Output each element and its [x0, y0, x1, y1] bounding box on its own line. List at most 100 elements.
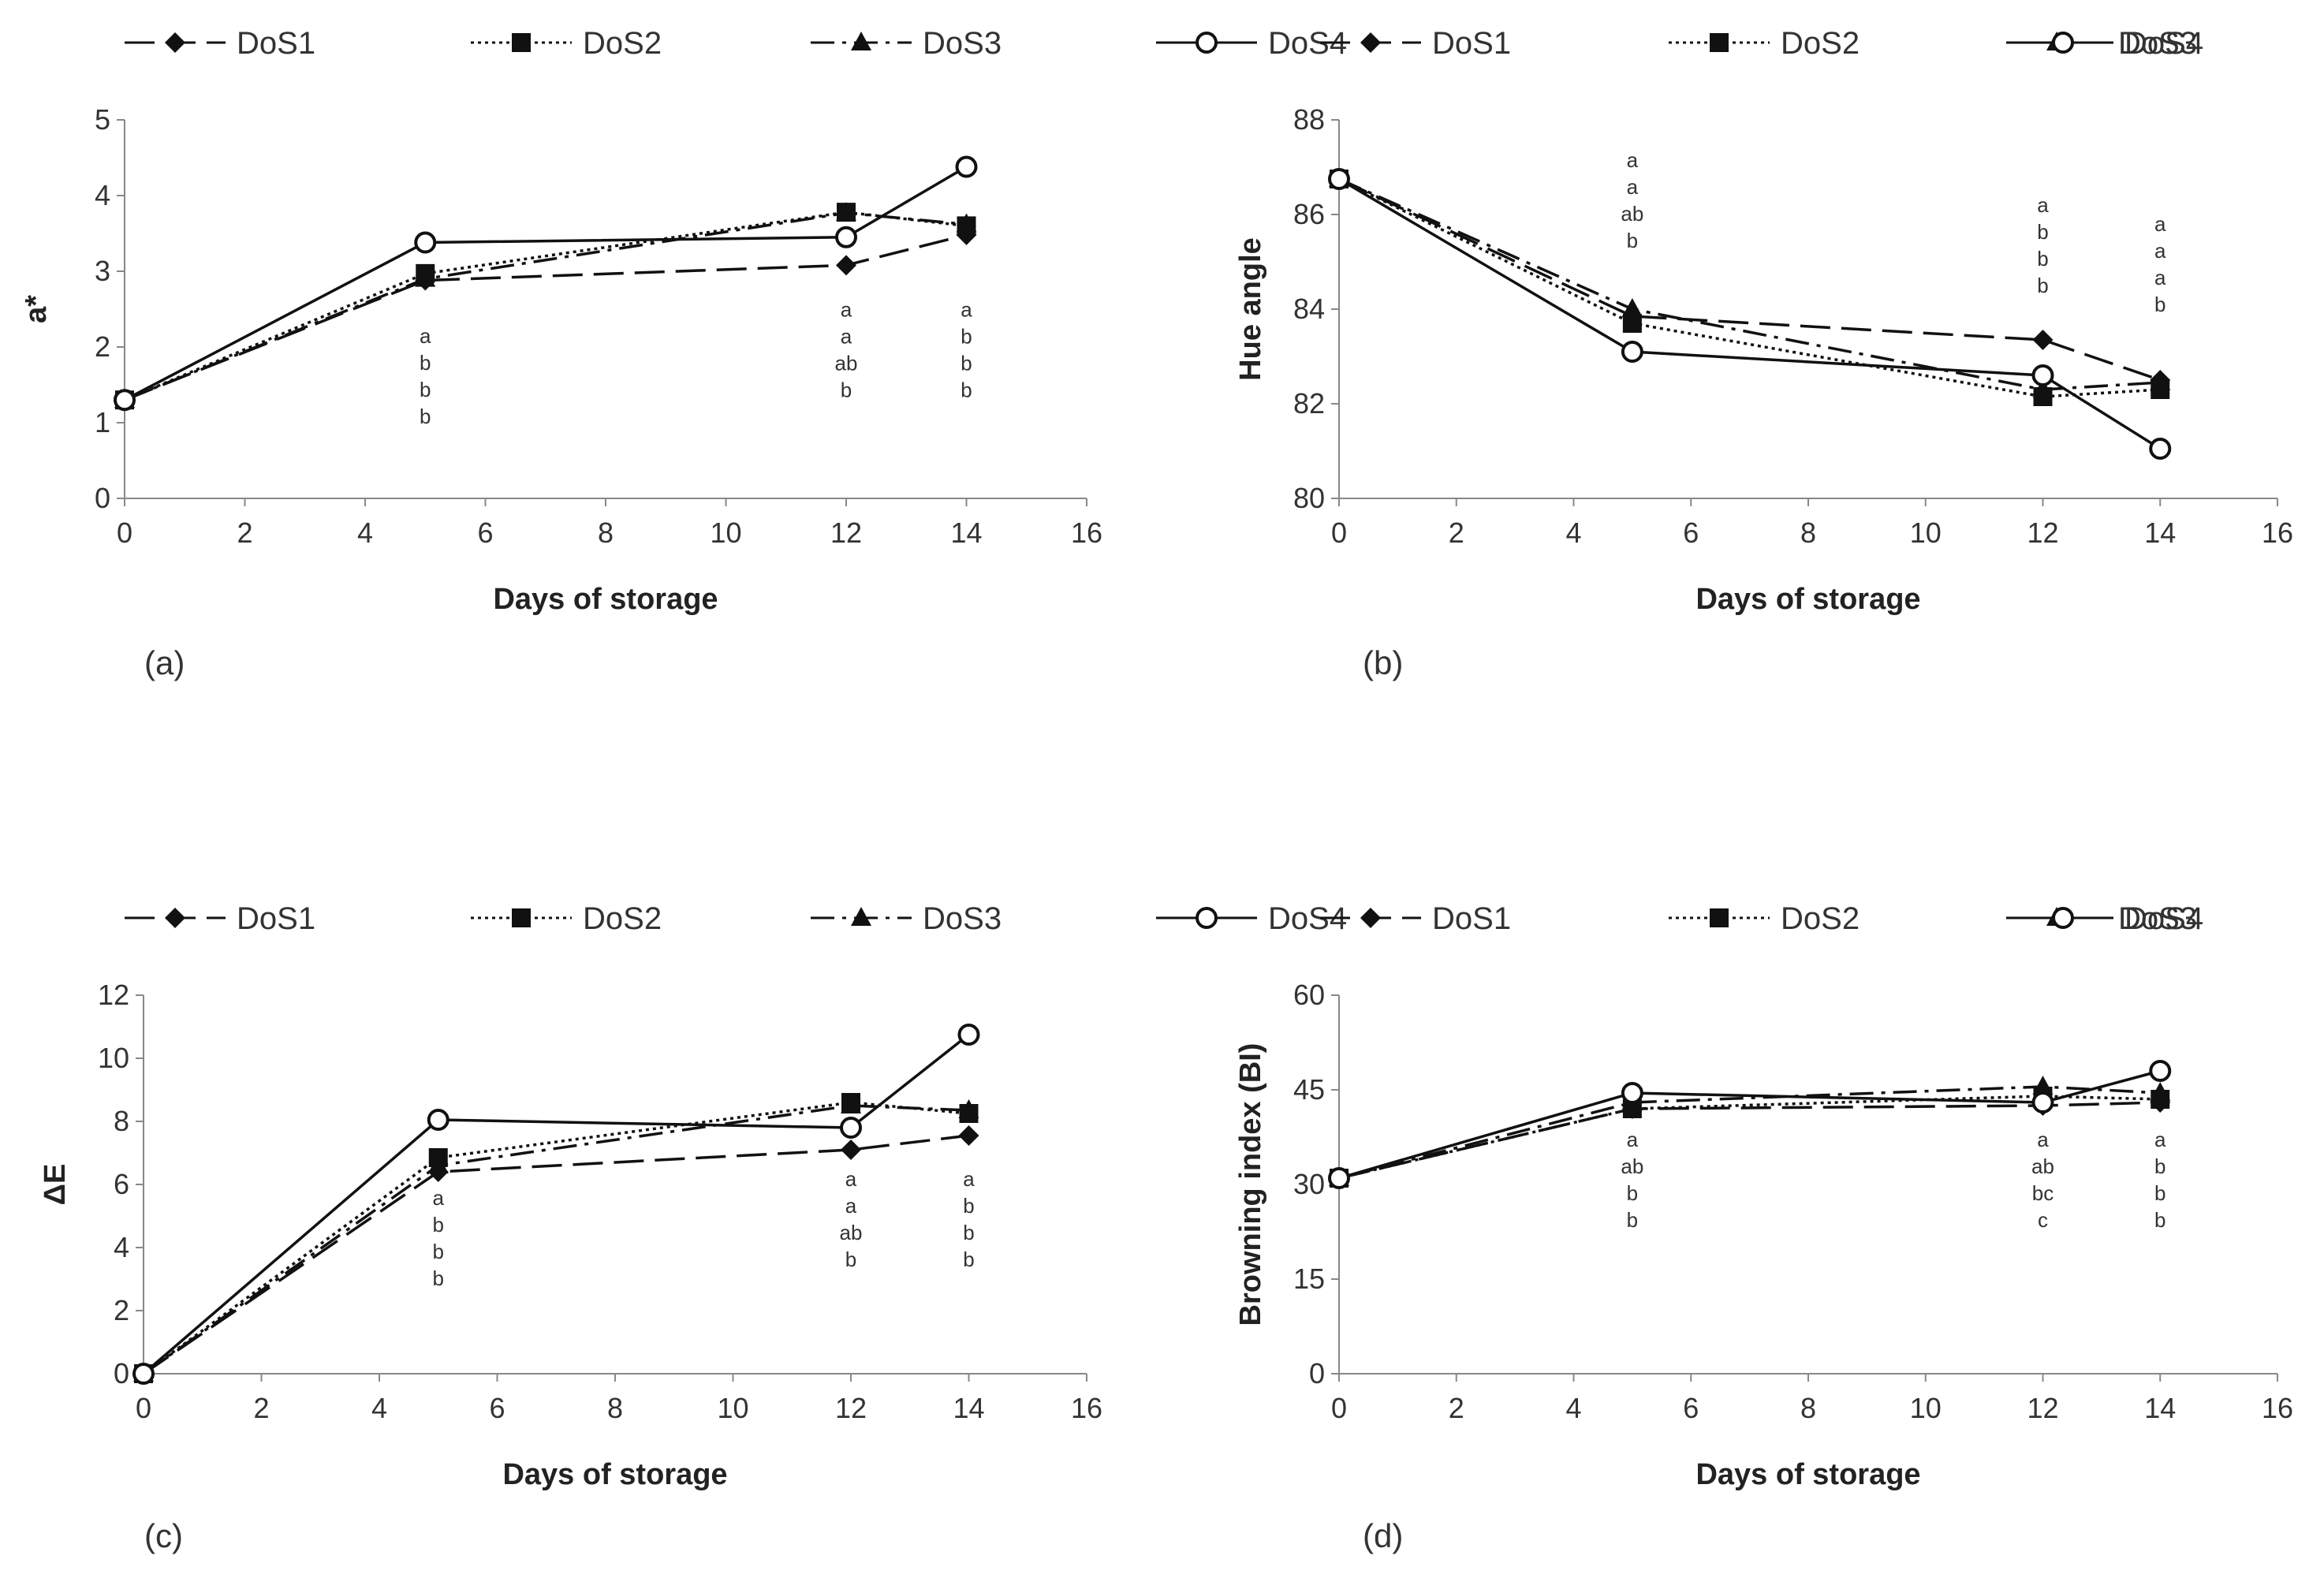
data-point — [841, 1140, 861, 1160]
series-markers-dos4 — [1328, 1060, 2172, 1189]
y-tick-label: 1 — [95, 406, 110, 438]
significance-letter: a — [2037, 193, 2049, 217]
legend-marker — [1196, 32, 1218, 54]
data-point — [1621, 1082, 1643, 1104]
x-tick-label: 12 — [2027, 1392, 2058, 1424]
significance-letter: a — [1627, 148, 1639, 172]
y-tick-label: 10 — [98, 1042, 129, 1074]
legend-item-dos2: DoS2 — [1669, 901, 1860, 936]
x-axis-title: Days of storage — [1695, 583, 1920, 616]
y-axis-title: a* — [20, 295, 53, 323]
data-point — [2032, 379, 2054, 397]
x-tick-label: 6 — [489, 1392, 505, 1424]
series-line — [1338, 177, 2161, 382]
significance-letter: a — [1627, 1128, 1639, 1151]
x-tick-label: 16 — [2262, 517, 2293, 549]
legend-label: DoS2 — [1781, 901, 1860, 936]
series-dos1 — [1338, 177, 2161, 382]
y-tick-label: 5 — [95, 103, 110, 136]
x-tick-label: 8 — [607, 1392, 623, 1424]
y-axis-title: ΔE — [39, 1164, 72, 1206]
data-point — [2031, 1091, 2054, 1113]
legend-marker — [851, 32, 871, 50]
legend-label: DoS2 — [583, 901, 662, 936]
x-tick-label: 0 — [1331, 1392, 1347, 1424]
x-tick-label: 6 — [477, 517, 493, 549]
panel-label: (a) — [144, 644, 185, 681]
significance-letter: b — [1627, 1181, 1638, 1205]
x-tick-label: 4 — [371, 1392, 387, 1424]
panel-label: (b) — [1363, 644, 1403, 681]
y-tick-label: 60 — [1293, 979, 1325, 1011]
legend-label: DoS3 — [2118, 901, 2197, 936]
y-tick-label: 15 — [1293, 1263, 1325, 1295]
legend-item-dos1: DoS1 — [125, 901, 315, 936]
significance-letter: a — [963, 1167, 975, 1191]
data-point — [427, 1109, 450, 1131]
legend-marker — [1196, 907, 1218, 929]
series-line — [1338, 1085, 2161, 1180]
legend-label: DoS4 — [2124, 26, 2203, 61]
y-tick-label: 12 — [98, 979, 129, 1011]
series-line — [124, 211, 967, 401]
x-tick-label: 14 — [2144, 1392, 2176, 1424]
y-axis-title: Hue angle — [1234, 237, 1267, 381]
x-tick-label: 8 — [598, 517, 614, 549]
significance-letter: ab — [1621, 1154, 1643, 1178]
data-point — [1621, 341, 1643, 363]
x-tick-label: 2 — [1449, 517, 1464, 549]
series-line — [124, 211, 967, 401]
legend-label: DoS1 — [1432, 26, 1511, 61]
data-point — [2149, 1060, 2172, 1082]
x-tick-label: 10 — [710, 517, 741, 549]
data-point — [836, 202, 856, 222]
x-tick-label: 8 — [1800, 517, 1816, 549]
series-markers-dos4 — [132, 1024, 980, 1385]
legend-item-dos1: DoS1 — [1320, 901, 1511, 936]
significance-letter: a — [2154, 266, 2166, 289]
significance-letters: aa ab b — [1621, 148, 1643, 252]
x-axis-title: Days of storage — [1695, 1458, 1920, 1491]
data-point — [2032, 330, 2054, 350]
significance-letter: b — [961, 379, 972, 402]
y-tick-label: 0 — [95, 482, 110, 514]
data-point — [835, 226, 857, 248]
x-tick-label: 6 — [1683, 1392, 1699, 1424]
significance-letters: aa ab b — [835, 298, 858, 402]
y-tick-label: 3 — [95, 255, 110, 287]
significance-letter: a — [2154, 212, 2166, 236]
significance-letter: a — [841, 298, 852, 322]
series-dos2 — [1338, 177, 2161, 398]
legend-marker — [512, 33, 531, 52]
series-line — [1338, 1069, 2161, 1180]
data-point — [836, 255, 856, 276]
significance-letter: a — [2037, 1128, 2049, 1151]
significance-letter: b — [2037, 274, 2048, 297]
y-tick-label: 4 — [95, 179, 110, 211]
legend-item-dos4: DoS4 — [1156, 901, 1347, 936]
x-tick-label: 0 — [1331, 517, 1347, 549]
chart-panel-c: DoS1 DoS2 DoS3 DoS4 0 2 4 6 8 10 12 0 2 4 6 8 10 12 14 16 Da… — [39, 901, 1347, 1554]
data-point — [1328, 168, 1350, 190]
significance-letter: b — [1627, 229, 1638, 252]
data-point — [956, 213, 977, 233]
data-point — [2031, 364, 2054, 386]
significance-letter: b — [961, 325, 972, 349]
significance-letter: bc — [2032, 1181, 2054, 1205]
significance-letter: b — [963, 1194, 974, 1218]
x-tick-label: 14 — [950, 517, 982, 549]
significance-letter: b — [2154, 293, 2165, 316]
significance-letter: a — [420, 324, 431, 348]
x-tick-label: 10 — [1910, 517, 1942, 549]
x-tick-label: 8 — [1800, 1392, 1816, 1424]
legend-label: DoS2 — [1781, 26, 1860, 61]
legend-item-dos3: DoS3 — [811, 26, 1002, 61]
legend-item-dos4: DoS4 — [2013, 26, 2203, 61]
series-dos4 — [142, 1033, 970, 1375]
series-line — [124, 166, 968, 401]
